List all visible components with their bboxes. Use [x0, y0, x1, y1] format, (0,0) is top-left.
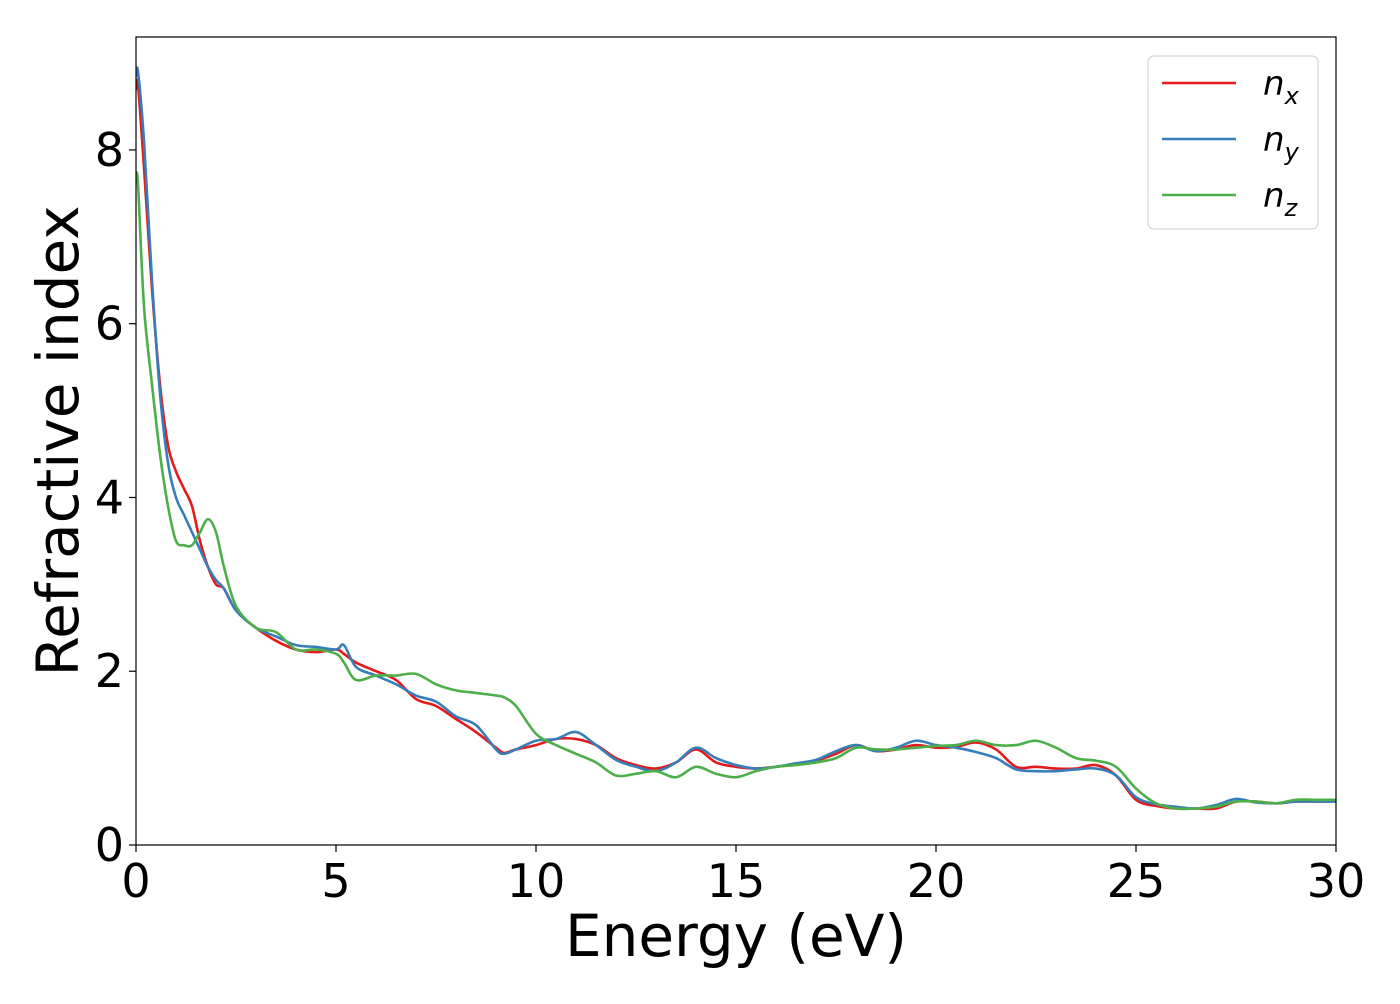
x-tick-label: 25	[1107, 854, 1166, 908]
y-tick-label: 2	[95, 644, 124, 698]
y-tick-label: 4	[95, 470, 124, 524]
x-tick-label: 20	[907, 854, 966, 908]
y-axis-label: Refractive index	[24, 205, 92, 676]
legend-label: nz	[1263, 176, 1299, 222]
x-tick-label: 10	[507, 854, 566, 908]
legend-frame	[1147, 55, 1319, 230]
y-tick-label: 6	[95, 297, 124, 351]
series-line-ny	[136, 66, 1336, 810]
series-line-nz	[136, 171, 1336, 811]
x-tick-label: 30	[1307, 854, 1366, 908]
x-tick-label: 0	[121, 854, 150, 908]
legend-label: ny	[1263, 120, 1300, 166]
series-line-nx	[136, 78, 1336, 811]
axis-ticks: 0 5 10 15 20 25 30 0 2 4 6 8	[95, 123, 1366, 908]
y-tick-label: 8	[95, 123, 124, 177]
legend-entry-nx: nx	[1162, 64, 1300, 110]
x-tick-label: 5	[321, 854, 350, 908]
legend: nx ny nz	[1147, 55, 1319, 230]
legend-entry-ny: ny	[1162, 120, 1300, 166]
y-tick-label: 0	[95, 818, 124, 872]
legend-label: nx	[1263, 64, 1300, 110]
x-tick-label: 15	[707, 854, 766, 908]
series-layer	[136, 66, 1336, 811]
legend-entry-nz: nz	[1162, 176, 1299, 222]
x-axis-label: Energy (eV)	[565, 902, 907, 970]
